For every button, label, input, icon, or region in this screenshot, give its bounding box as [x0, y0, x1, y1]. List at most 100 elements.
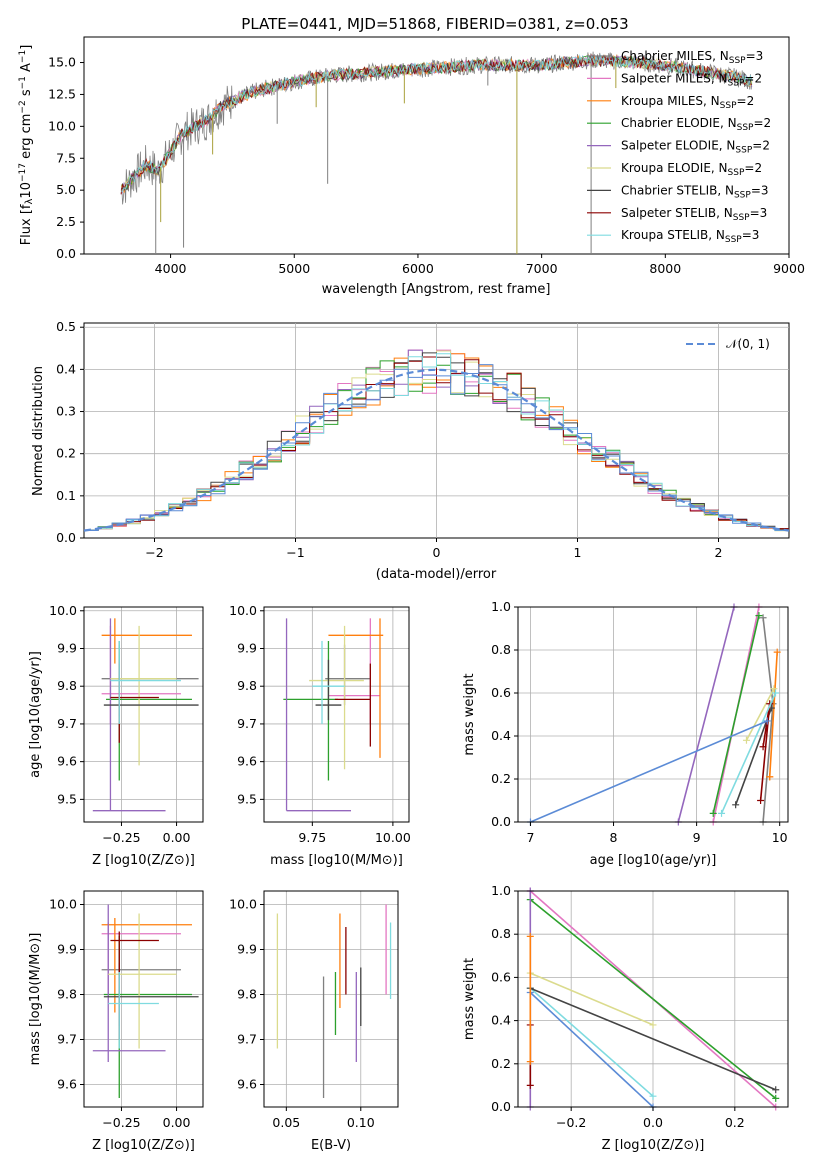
age_mass-frame: [263, 606, 410, 823]
age_mass-ytick-label: 9.9: [237, 640, 257, 655]
age_mass-ytick-label: 9.7: [237, 716, 257, 731]
mw_Z-series-1: [529, 898, 777, 1100]
age_Z-ytick-label: 9.7: [57, 716, 77, 731]
spectrum-frame: [83, 36, 790, 255]
mw_Z-ytick-label: 0.4: [491, 1013, 511, 1028]
res-xtick-label: 0: [433, 545, 441, 560]
age_Z-xtick-label: −0.25: [102, 830, 140, 845]
residuals-histograms: [83, 349, 790, 532]
mw_Z-marker: [772, 1086, 780, 1094]
mass_Z-ylabel: mass [log10(M/M⊙)]: [28, 933, 43, 1066]
mass_Z-panel: −0.25 0.00 9.6 9.7 9.8 9.9 10.0 Z [log10(Z/Z⊙)]…: [28, 890, 204, 1153]
mass_Z-ytick-label: 10.0: [49, 897, 77, 912]
age_Z-xlabel: Z [log10(Z/Z⊙)]: [92, 853, 195, 868]
mw_Z-marker: [526, 1058, 534, 1066]
mw_age-ytick-label: 1.0: [491, 599, 511, 614]
residuals-ticks: −2 −1 0 1 2 0.0 0.1 0.2 0.3 0.4 0.5: [56, 319, 722, 560]
spectrum-ytick-label: 7.5: [56, 150, 76, 165]
mass_Z-ytick-label: 9.6: [57, 1077, 77, 1092]
mw_Z-marker: [526, 1081, 534, 1089]
mw_age-marker: [742, 736, 750, 744]
age_mass-ytick-label: 9.5: [237, 791, 257, 806]
mw_Z-ytick-label: 0.0: [491, 1099, 511, 1114]
gaussian-curve: [83, 368, 790, 532]
legend-label-2: Kroupa MILES, NSSP=2: [621, 94, 754, 111]
spectrum-xtick-label: 8000: [649, 261, 681, 276]
mw_age-xlabel: age [log10(age/yr)]: [590, 853, 717, 868]
mw_Z-marker: [649, 1021, 657, 1029]
age_mass-panel: 9.75 10.00 9.5 9.6 9.7 9.8 9.9 10.0 mass [log10(…: [229, 603, 411, 868]
res-xtick-label: 2: [715, 545, 723, 560]
mw_age-marker: [766, 773, 774, 781]
spectrum-ytick-label: 0.0: [56, 246, 76, 261]
residuals-ylabel: Normed distribution: [31, 366, 46, 496]
res-ytick-label: 0.3: [56, 404, 76, 419]
mw_age-xtick-label: 10: [772, 830, 788, 845]
age_Z-ytick-label: 9.6: [57, 754, 77, 769]
spectrum-ytick-label: 2.5: [56, 214, 76, 229]
mw_age-marker: [759, 743, 767, 751]
mass_Z-xlabel: Z [log10(Z/Z⊙)]: [92, 1138, 195, 1153]
mw_age-ytick-label: 0.6: [491, 685, 511, 700]
mw_age-marker: [732, 801, 740, 809]
mw_Z-xtick-label: 0.0: [643, 1115, 663, 1130]
age_Z-xtick-label: 0.00: [163, 830, 191, 845]
spectrum-ytick-label: 12.5: [48, 86, 76, 101]
mw_age-ytick-label: 0.0: [491, 814, 511, 829]
legend-label-3: Chabrier ELODIE, NSSP=2: [621, 116, 771, 133]
mw_Z-ytick-label: 0.2: [491, 1056, 511, 1071]
mw_Z-xtick-label: 0.2: [725, 1115, 745, 1130]
mass_ebv-ytick-label: 9.6: [237, 1077, 257, 1092]
spectrum-xtick-label: 5000: [278, 261, 310, 276]
mw_age-marker: [757, 797, 765, 804]
legend-label-5: Kroupa ELODIE, NSSP=2: [621, 161, 762, 178]
mw_age-series-5: [745, 688, 775, 741]
mw_age-marker: [772, 689, 780, 697]
res-xtick-label: −1: [286, 545, 304, 560]
spectrum-ticks: 4000 5000 6000 7000 8000 9000 0.0 2.5 5.0 7.5 10.0…: [48, 55, 805, 276]
res-ytick-label: 0.1: [56, 488, 76, 503]
mass_ebv-ytick-label: 9.8: [237, 987, 257, 1002]
spectrum-xtick-label: 4000: [155, 261, 187, 276]
mass_ebv-ytick-label: 9.7: [237, 1032, 257, 1047]
mw_Z-series-4: [529, 991, 654, 1108]
mw_age-ylabel: mass weight: [462, 673, 477, 755]
spectrum-ytick-label: 10.0: [48, 118, 76, 133]
mw_Z-marker: [526, 932, 534, 940]
mass_Z-ytick-label: 9.8: [57, 987, 77, 1002]
small-panels: −0.25 0.00 9.5 9.6 9.7 9.8 9.9 10.0 Z [log10(Z/Z…: [28, 599, 789, 1153]
mw_age-ytick-label: 0.4: [491, 728, 511, 743]
res-ytick-label: 0.4: [56, 361, 76, 376]
residuals-xlabel: (data-model)/error: [376, 567, 497, 582]
mw_Z-ytick-label: 1.0: [491, 883, 511, 898]
mass_ebv-xtick-label: 0.05: [272, 1115, 300, 1130]
mw_age-series-9: [530, 720, 768, 823]
age_mass-ytick-label: 9.8: [237, 678, 257, 693]
mw_age-xtick-label: 9: [693, 830, 701, 845]
mw_Z-xlabel: Z [log10(Z/Z⊙)]: [602, 1138, 705, 1153]
mw_age-xtick-label: 8: [610, 830, 618, 845]
spectrum-legend: Chabrier MILES, NSSP=3 Salpeter MILES, NS…: [587, 49, 771, 245]
mw_Z-marker: [772, 1094, 780, 1102]
mw_age-series-6: [734, 707, 773, 806]
res-ytick-label: 0.0: [56, 530, 76, 545]
age_Z-ytick-label: 9.5: [57, 791, 77, 806]
spectrum-ylabel: Flux [fλ10−17 erg cm−2 s−1 A−1]: [18, 45, 35, 246]
mw_Z-xtick-label: −0.2: [556, 1115, 586, 1130]
mw_Z-ytick-label: 0.6: [491, 969, 511, 984]
mw_age-marker: [718, 809, 726, 817]
spectrum-ytick-label: 5.0: [56, 182, 76, 197]
mass_ebv-xtick-label: 0.10: [347, 1115, 375, 1130]
mass_ebv-panel: 0.05 0.10 9.6 9.7 9.8 9.9 10.0 E(B-V): [229, 890, 399, 1153]
spectrum-lines: [120, 51, 753, 254]
spectrum-xtick-label: 9000: [773, 261, 805, 276]
mass_ebv-frame: [263, 890, 399, 1108]
age_mass-ytick-label: 10.0: [229, 603, 257, 618]
mass_ebv-ytick-label: 10.0: [229, 897, 257, 912]
mass_Z-frame: [83, 890, 204, 1108]
mw_Z-marker: [649, 1092, 657, 1100]
age_Z-frame: [83, 606, 204, 823]
mw_age-series-4: [677, 606, 735, 823]
legend-label-8: Kroupa STELIB, NSSP=3: [621, 228, 759, 245]
